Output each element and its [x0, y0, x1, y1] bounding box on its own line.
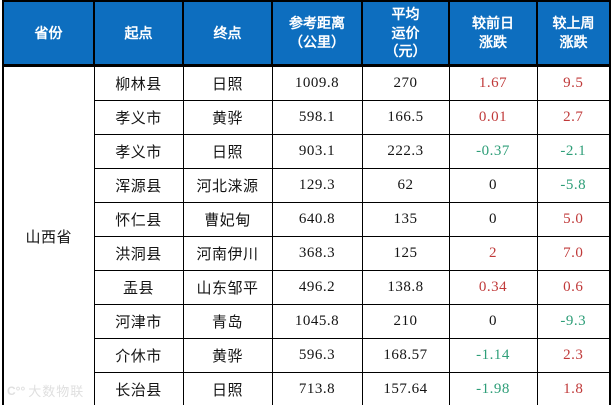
- cell-destination: 黄骅: [182, 100, 273, 135]
- cell-origin: 孝义市: [93, 134, 184, 169]
- table-row: 盂县 山东邹平 496.2 138.8 0.34 0.6: [3, 270, 611, 305]
- cell-distance: 598.1: [271, 100, 363, 135]
- header-avg-price: 平均 运价 （元）: [361, 0, 450, 67]
- cell-origin: 盂县: [93, 270, 184, 305]
- table-row: 孝义市 黄骅 598.1 166.5 0.01 2.7: [3, 100, 611, 135]
- cell-distance: 1045.8: [271, 304, 363, 339]
- cell-distance: 713.8: [271, 372, 363, 405]
- cell-change-prev-day: 0: [448, 168, 538, 203]
- cell-avg-price: 125: [361, 236, 450, 271]
- cell-destination: 日照: [182, 134, 273, 169]
- cell-change-last-week: -5.8: [536, 168, 611, 203]
- cell-origin: 洪洞县: [93, 236, 184, 271]
- cell-distance: 640.8: [271, 202, 363, 237]
- cell-origin: 浑源县: [93, 168, 184, 203]
- cell-distance: 129.3: [271, 168, 363, 203]
- cell-destination: 青岛: [182, 304, 273, 339]
- cell-avg-price: 270: [361, 65, 450, 101]
- cell-origin: 河津市: [93, 304, 184, 339]
- header-province: 省份: [2, 0, 95, 67]
- cell-avg-price: 135: [361, 202, 450, 237]
- cell-destination: 曹妃甸: [182, 202, 273, 237]
- cell-destination: 日照: [182, 372, 273, 405]
- cell-avg-price: 166.5: [361, 100, 450, 135]
- cell-change-prev-day: 0: [448, 304, 538, 339]
- cell-change-last-week: 5.0: [536, 202, 611, 237]
- header-change-prev-day: 较前日 涨跌: [448, 0, 538, 67]
- header-destination: 终点: [182, 0, 273, 67]
- table-row: 介休市 黄骅 596.3 168.57 -1.14 2.3: [3, 338, 611, 373]
- cell-change-prev-day: -1.14: [448, 338, 538, 373]
- cell-change-prev-day: 2: [448, 236, 538, 271]
- cell-change-last-week: 1.8: [536, 372, 611, 405]
- cell-avg-price: 62: [361, 168, 450, 203]
- cell-change-prev-day: 1.67: [448, 65, 538, 101]
- cell-change-prev-day: -0.37: [448, 134, 538, 169]
- cell-destination: 黄骅: [182, 338, 273, 373]
- cell-origin: 长治县: [93, 372, 184, 405]
- header-change-last-week: 较上周 涨跌: [536, 0, 611, 67]
- table-row: 长治县 日照 713.8 157.64 -1.98 1.8: [3, 372, 611, 405]
- cell-change-prev-day: 0.34: [448, 270, 538, 305]
- cell-avg-price: 210: [361, 304, 450, 339]
- cell-avg-price: 138.8: [361, 270, 450, 305]
- cell-destination: 日照: [182, 65, 273, 101]
- cell-change-prev-day: 0: [448, 202, 538, 237]
- cell-distance: 596.3: [271, 338, 363, 373]
- cell-distance: 368.3: [271, 236, 363, 271]
- cell-change-last-week: -2.1: [536, 134, 611, 169]
- cell-change-prev-day: 0.01: [448, 100, 538, 135]
- table-row: 山西省 柳林县 日照 1009.8 270 1.67 9.5: [2, 65, 611, 405]
- cell-destination: 河北涞源: [182, 168, 273, 203]
- cell-change-last-week: -9.3: [536, 304, 611, 339]
- cell-province: 山西省: [2, 65, 95, 405]
- cell-destination: 河南伊川: [182, 236, 273, 271]
- cell-change-last-week: 2.7: [536, 100, 611, 135]
- header-distance: 参考距离 （公里）: [271, 0, 363, 67]
- cell-origin: 怀仁县: [93, 202, 184, 237]
- cell-avg-price: 157.64: [361, 372, 450, 405]
- table-row: 孝义市 日照 903.1 222.3 -0.37 -2.1: [3, 134, 611, 169]
- cell-origin: 介休市: [93, 338, 184, 373]
- header-origin: 起点: [93, 0, 184, 67]
- table-row: 浑源县 河北涞源 129.3 62 0 -5.8: [3, 168, 611, 203]
- cell-origin: 孝义市: [93, 100, 184, 135]
- table-row: 河津市 青岛 1045.8 210 0 -9.3: [3, 304, 611, 339]
- cell-change-last-week: 2.3: [536, 338, 611, 373]
- cell-avg-price: 222.3: [361, 134, 450, 169]
- table-row: 怀仁县 曹妃甸 640.8 135 0 5.0: [3, 202, 611, 237]
- cell-avg-price: 168.57: [361, 338, 450, 373]
- cell-distance: 1009.8: [271, 65, 363, 101]
- table-row: 洪洞县 河南伊川 368.3 125 2 7.0: [3, 236, 611, 271]
- cell-change-last-week: 9.5: [536, 65, 611, 101]
- table-header-row: 省份 起点 终点 参考距离 （公里） 平均 运价 （元） 较前日 涨跌 较上周 …: [2, 0, 611, 67]
- cell-distance: 496.2: [271, 270, 363, 305]
- cell-distance: 903.1: [271, 134, 363, 169]
- cell-change-last-week: 7.0: [536, 236, 611, 271]
- cell-change-prev-day: -1.98: [448, 372, 538, 405]
- cell-change-last-week: 0.6: [536, 270, 611, 305]
- cell-destination: 山东邹平: [182, 270, 273, 305]
- cell-origin: 柳林县: [93, 65, 184, 101]
